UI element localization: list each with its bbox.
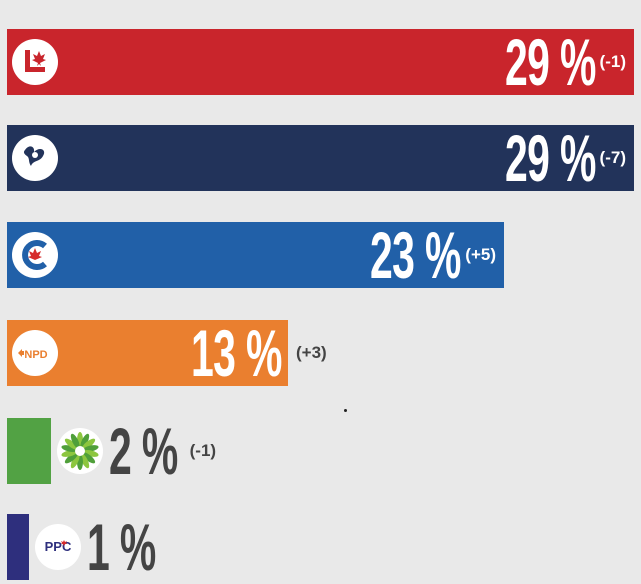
bar-bloc — [7, 125, 634, 191]
bloc-fleur-logo-icon — [12, 135, 58, 181]
ppc-logo-text: PPC — [45, 539, 72, 554]
bar-row-ppc: PPC 1 % — [7, 514, 637, 580]
npd-logo-icon: NPD — [12, 330, 58, 376]
bar-green — [7, 418, 51, 484]
change-label-bloc: (-7) — [599, 148, 626, 167]
conservative-c-logo-icon — [12, 232, 58, 278]
value-label-ppc: 1 % — [87, 510, 156, 584]
change-label-liberal: (-1) — [599, 52, 626, 71]
ppc-logo-icon: PPC — [35, 524, 81, 570]
value-label-npd: 13 % — [191, 316, 282, 390]
value-label-conservative: 23 % — [370, 218, 462, 292]
change-label-npd: (+3) — [296, 343, 327, 362]
value-label-liberal: 29 % — [504, 25, 596, 99]
npd-logo-text: NPD — [24, 349, 47, 361]
bar-row-conservative: 23 % (+5) — [7, 222, 637, 288]
bar-ppc — [7, 514, 29, 580]
bar-row-liberal: 29 % (-1) — [7, 29, 637, 95]
liberal-maple-logo-icon — [12, 39, 58, 85]
change-label-conservative: (+5) — [465, 245, 496, 264]
bar-row-npd: NPD 13 % (+3) — [7, 320, 637, 386]
bar-conservative — [7, 222, 504, 288]
dust-speck — [344, 409, 347, 412]
change-label-green: (-1) — [189, 441, 217, 460]
value-label-bloc: 29 % — [504, 121, 596, 195]
value-label-green: 2 % — [109, 414, 178, 488]
green-flower-logo-icon — [57, 428, 103, 474]
bar-row-bloc: 29 % (-7) — [7, 125, 637, 191]
bar-row-green: 2 % (-1) — [7, 418, 637, 484]
bar-liberal — [7, 29, 634, 95]
